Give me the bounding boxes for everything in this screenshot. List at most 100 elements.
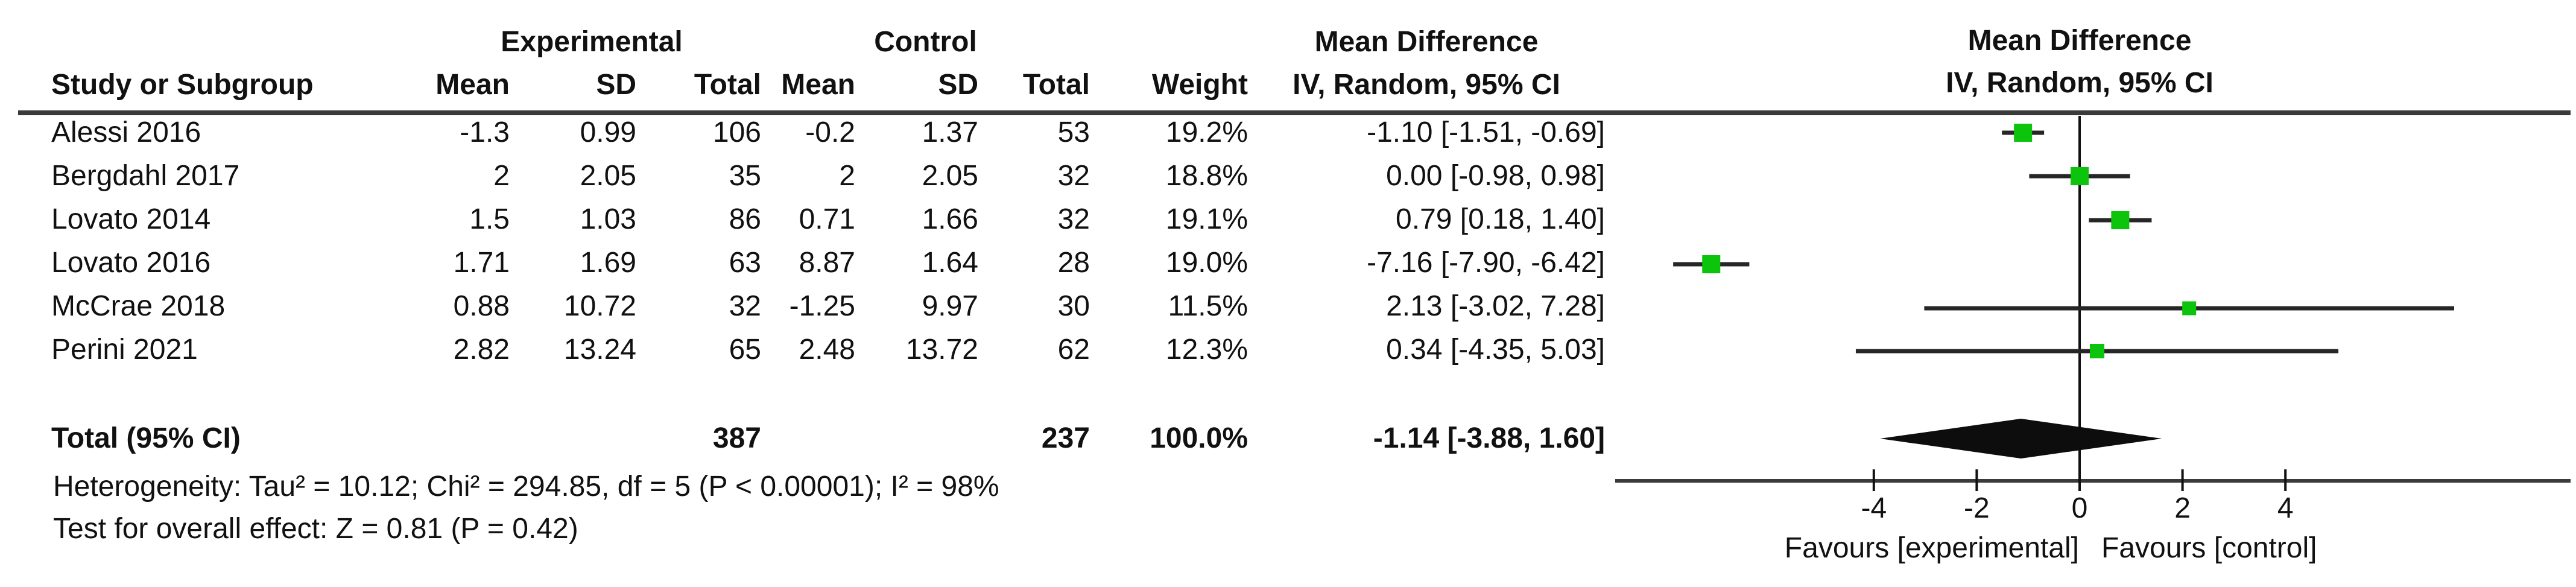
exp-total: 86	[729, 203, 761, 235]
weight: 19.0%	[1165, 247, 1248, 279]
mean-difference-group-header: Mean Difference	[1314, 26, 1539, 58]
exp-total: 35	[729, 160, 761, 192]
ctrl-mean: 2.48	[799, 334, 855, 366]
study-name: McCrae 2018	[51, 290, 226, 322]
exp-mean: 1.71	[453, 247, 510, 279]
ctrl-sd: 13.72	[905, 334, 978, 366]
col-header-sd-exp: SD	[596, 69, 636, 101]
study-row: Alessi 2016 -1.3 0.99 106 -0.2 1.37 53 1…	[51, 111, 1605, 154]
study-name: Lovato 2016	[51, 247, 211, 279]
ctrl-total: 32	[1057, 203, 1090, 235]
exp-sd: 10.72	[563, 290, 636, 322]
ctrl-sd: 1.64	[922, 247, 978, 279]
table-column-header-row: Study or Subgroup Mean SD Total Mean SD …	[51, 67, 1605, 103]
ctrl-sd: 2.05	[922, 160, 978, 192]
weight: 18.8%	[1165, 160, 1248, 192]
study-row: Perini 2021 2.82 13.24 65 2.48 13.72 62 …	[51, 328, 1605, 372]
col-header-total-exp: Total	[694, 69, 761, 101]
total-exp-total: 387	[712, 422, 761, 454]
axis-tick-label: 0	[2071, 492, 2088, 524]
ctrl-total: 62	[1057, 334, 1090, 366]
effect-square	[1702, 255, 1721, 273]
exp-mean: 2.82	[453, 334, 510, 366]
ctrl-total: 32	[1057, 160, 1090, 192]
study-row: Bergdahl 2017 2 2.05 35 2 2.05 32 18.8% …	[51, 154, 1605, 198]
study-name: Alessi 2016	[51, 116, 201, 148]
md-ci-text: 0.34 [-4.35, 5.03]	[1386, 334, 1605, 366]
exp-total: 63	[729, 247, 761, 279]
study-name: Lovato 2014	[51, 203, 211, 235]
ctrl-mean: 2	[839, 160, 855, 192]
col-header-sd-ctrl: SD	[938, 69, 978, 101]
favours-control-label: Favours [control]	[2101, 532, 2317, 564]
ctrl-total: 30	[1057, 290, 1090, 322]
pooled-diamond	[1880, 419, 2162, 458]
col-header-study: Study or Subgroup	[51, 69, 314, 101]
axis-tick-label: 2	[2174, 492, 2191, 524]
exp-total: 65	[729, 334, 761, 366]
exp-mean: 1.5	[469, 203, 510, 235]
study-name: Bergdahl 2017	[51, 160, 240, 192]
ctrl-mean: -0.2	[805, 116, 855, 148]
ctrl-sd: 1.66	[922, 203, 978, 235]
ctrl-total: 28	[1057, 247, 1090, 279]
ctrl-mean: 0.71	[799, 203, 855, 235]
md-ci-text: 0.79 [0.18, 1.40]	[1396, 203, 1605, 235]
weight: 19.1%	[1165, 203, 1248, 235]
overall-effect-text: Test for overall effect: Z = 0.81 (P = 0…	[53, 513, 578, 545]
ctrl-total: 53	[1057, 116, 1090, 148]
col-header-total-ctrl: Total	[1022, 69, 1090, 101]
study-row: Lovato 2016 1.71 1.69 63 8.87 1.64 28 19…	[51, 241, 1605, 285]
col-header-mean-ctrl: Mean	[781, 69, 855, 101]
ctrl-mean: -1.25	[789, 290, 855, 322]
control-group-header: Control	[874, 26, 977, 58]
effect-square	[2014, 124, 2033, 142]
total-md-ci: -1.14 [-3.88, 1.60]	[1373, 422, 1605, 454]
axis-tick-label: 4	[2277, 492, 2294, 524]
md-ci-text: -1.10 [-1.51, -0.69]	[1367, 116, 1605, 148]
study-row: McCrae 2018 0.88 10.72 32 -1.25 9.97 30 …	[51, 285, 1605, 328]
axis-tick-label: -2	[1964, 492, 1990, 524]
exp-mean: 0.88	[453, 290, 510, 322]
col-header-md-ci: IV, Random, 95% CI	[1293, 69, 1560, 101]
total-label: Total (95% CI)	[51, 422, 241, 454]
total-row: Total (95% CI) 387 237 100.0% -1.14 [-3.…	[51, 417, 1605, 460]
exp-sd: 2.05	[580, 160, 636, 192]
exp-sd: 0.99	[580, 116, 636, 148]
study-row: Lovato 2014 1.5 1.03 86 0.71 1.66 32 19.…	[51, 198, 1605, 241]
weight: 12.3%	[1165, 334, 1248, 366]
col-header-mean-exp: Mean	[435, 69, 510, 101]
study-name: Perini 2021	[51, 334, 198, 366]
md-ci-text: 2.13 [-3.02, 7.28]	[1386, 290, 1605, 322]
effect-square	[2111, 211, 2130, 229]
exp-sd: 13.24	[563, 334, 636, 366]
exp-mean: -1.3	[460, 116, 510, 148]
experimental-group-header: Experimental	[501, 26, 683, 58]
exp-total: 106	[712, 116, 761, 148]
total-ctrl-total: 237	[1041, 422, 1090, 454]
effect-square	[2182, 301, 2197, 316]
exp-sd: 1.69	[580, 247, 636, 279]
md-ci-text: -7.16 [-7.90, -6.42]	[1367, 247, 1605, 279]
plot-header-line2: IV, Random, 95% CI	[1946, 67, 2214, 99]
md-ci-text: 0.00 [-0.98, 0.98]	[1386, 160, 1605, 192]
total-weight: 100.0%	[1150, 422, 1248, 454]
exp-mean: 2	[493, 160, 510, 192]
ctrl-mean: 8.87	[799, 247, 855, 279]
heterogeneity-text: Heterogeneity: Tau² = 10.12; Chi² = 294.…	[53, 471, 999, 503]
col-header-weight: Weight	[1151, 69, 1248, 101]
ctrl-sd: 1.37	[922, 116, 978, 148]
favours-experimental-label: Favours [experimental]	[1784, 532, 2079, 564]
exp-sd: 1.03	[580, 203, 636, 235]
weight: 19.2%	[1165, 116, 1248, 148]
plot-header-line1: Mean Difference	[1967, 25, 2192, 57]
table-group-header-row: Experimental Control Mean Difference	[51, 24, 1605, 60]
weight: 11.5%	[1168, 290, 1248, 322]
effect-square	[2071, 167, 2089, 185]
axis-tick-label: -4	[1861, 492, 1887, 524]
effect-square	[2090, 344, 2105, 358]
ctrl-sd: 9.97	[922, 290, 978, 322]
exp-total: 32	[729, 290, 761, 322]
